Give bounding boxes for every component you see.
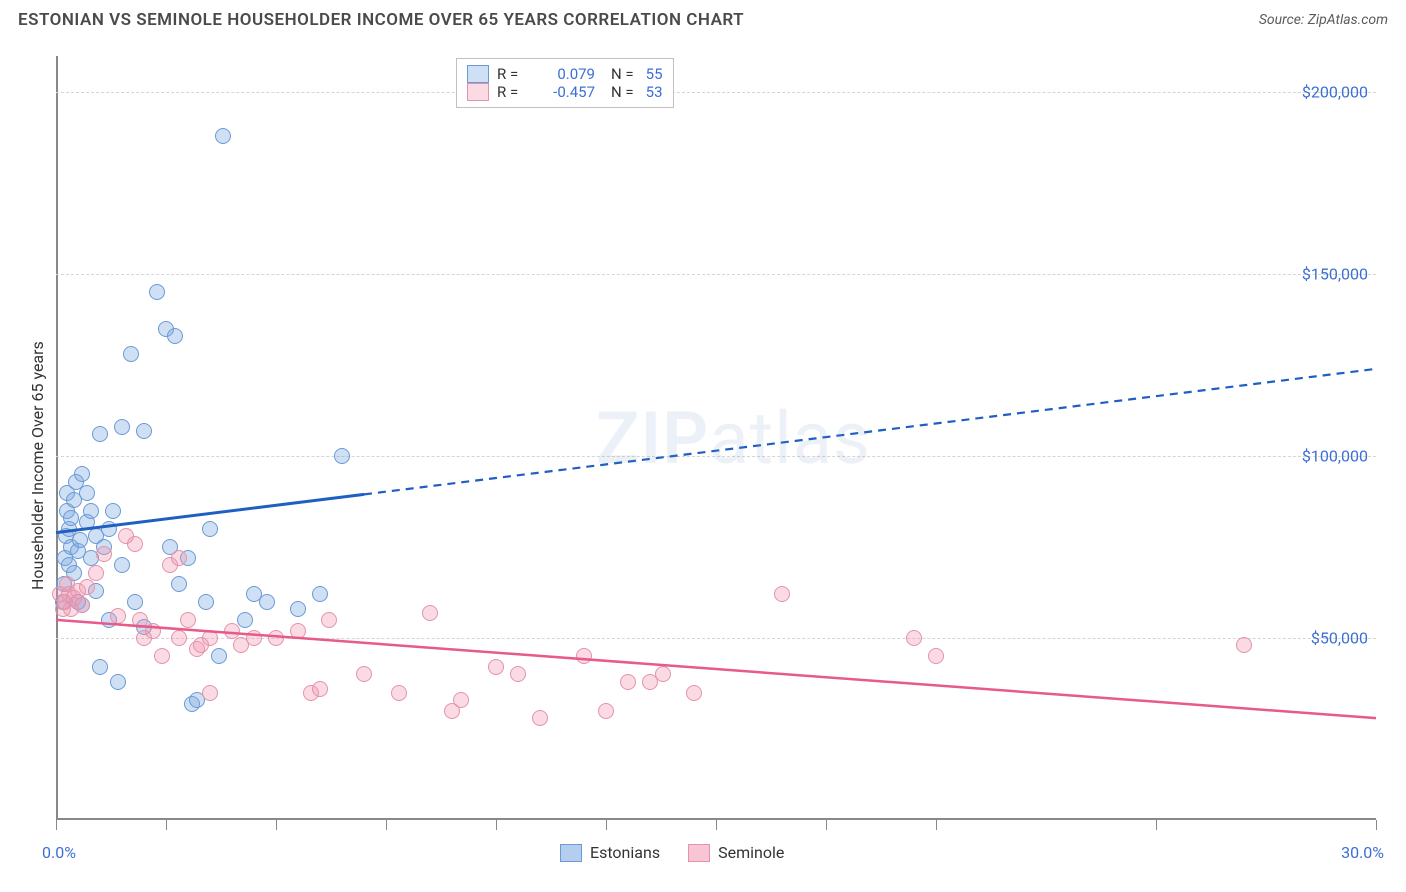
x-tick: [496, 820, 497, 830]
chart-area: $50,000$100,000$150,000$200,000R =0.079N…: [56, 56, 1376, 820]
x-tick: [386, 820, 387, 830]
legend-label: Seminole: [718, 843, 784, 862]
x-tick: [826, 820, 827, 830]
x-tick: [166, 820, 167, 830]
legend-swatch: [560, 844, 582, 862]
plot: $50,000$100,000$150,000$200,000R =0.079N…: [56, 56, 1376, 820]
n-value: 53: [646, 83, 663, 101]
legend-row: R = -0.457 N = 53: [467, 83, 663, 101]
source-label: Source: ZipAtlas.com: [1259, 12, 1388, 28]
header: ESTONIAN VS SEMINOLE HOUSEHOLDER INCOME …: [0, 0, 1406, 36]
n-value: 55: [646, 65, 663, 83]
chart-title: ESTONIAN VS SEMINOLE HOUSEHOLDER INCOME …: [18, 10, 744, 30]
r-label: R =: [497, 83, 525, 101]
n-label: N =: [611, 65, 634, 83]
legend-item: Estonians: [560, 843, 660, 862]
n-label: N =: [611, 83, 634, 101]
legend-swatch: [688, 844, 710, 862]
legend-swatch: [467, 65, 489, 83]
legend-label: Estonians: [590, 843, 660, 862]
legend-item: Seminole: [688, 843, 784, 862]
x-tick: [1156, 820, 1157, 830]
x-axis-max-label: 30.0%: [1341, 843, 1384, 862]
legend-row: R = 0.079 N = 55: [467, 65, 663, 83]
legend-bottom: Estonians Seminole: [560, 843, 784, 862]
y-axis-title: Householder Income Over 65 years: [28, 341, 47, 590]
legend-swatch: [467, 83, 489, 101]
x-tick: [716, 820, 717, 830]
trend-line: [56, 56, 1376, 820]
x-tick: [56, 820, 57, 830]
x-tick: [1376, 820, 1377, 830]
x-axis-min-label: 0.0%: [42, 843, 76, 862]
r-label: R =: [497, 65, 525, 83]
r-value: -0.457: [533, 83, 595, 101]
r-value: 0.079: [533, 65, 595, 83]
x-tick: [936, 820, 937, 830]
x-tick: [276, 820, 277, 830]
x-tick: [606, 820, 607, 830]
correlation-legend: R = 0.079 N = 55 R = -0.457 N = 53: [456, 58, 674, 108]
